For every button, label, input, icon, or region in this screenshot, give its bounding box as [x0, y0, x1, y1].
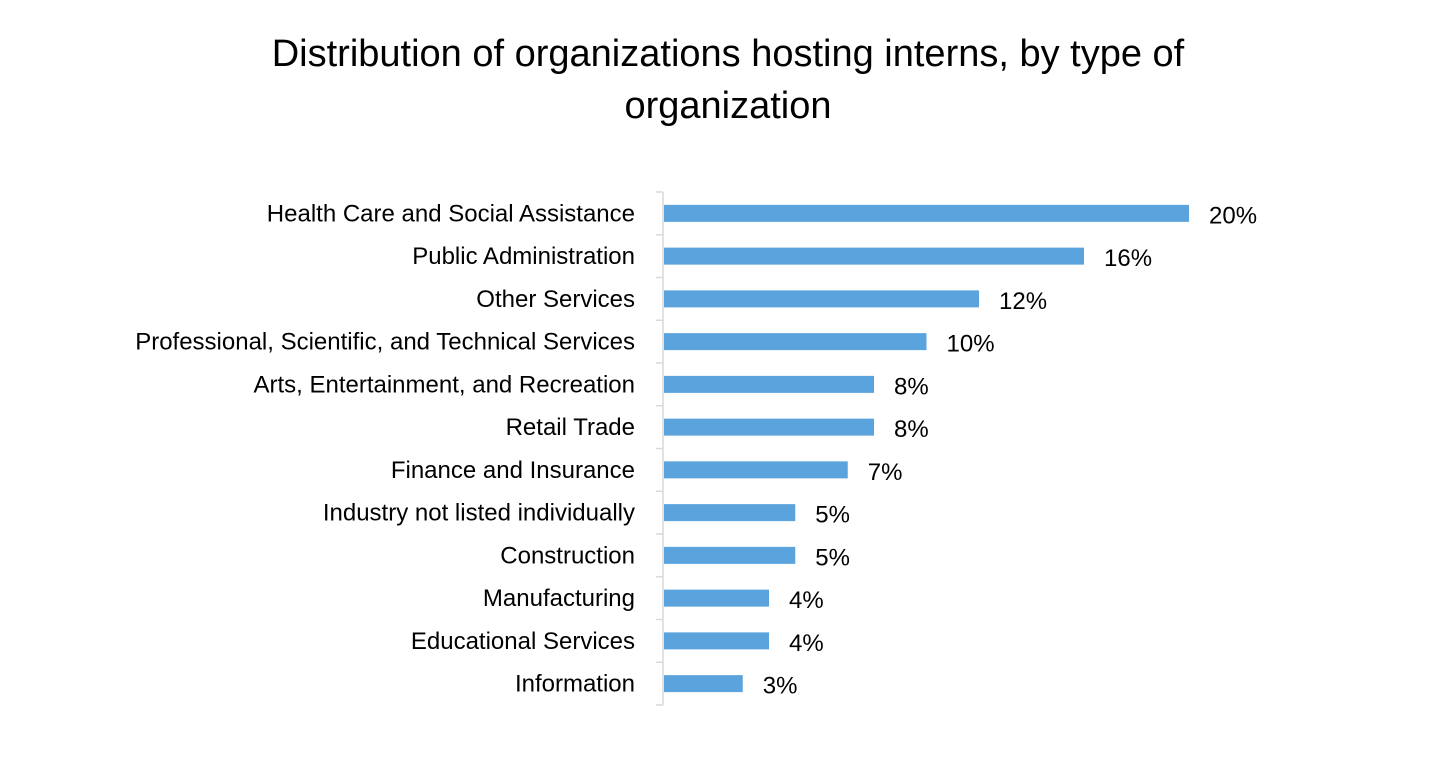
category-label: Retail Trade — [506, 414, 635, 441]
category-label: Public Administration — [412, 243, 635, 270]
bar-5 — [664, 375, 874, 393]
data-label: 10% — [947, 331, 995, 358]
bar-2 — [664, 247, 1084, 265]
category-label: Industry not listed individually — [323, 500, 635, 527]
category-label: Manufacturing — [483, 585, 635, 612]
bar-6 — [664, 418, 874, 436]
bar-7 — [664, 461, 848, 479]
data-label: 16% — [1104, 245, 1152, 272]
bar-4 — [664, 333, 927, 351]
data-label: 4% — [789, 630, 824, 657]
data-label: 7% — [868, 459, 903, 486]
bar-9 — [664, 546, 796, 564]
data-label: 4% — [789, 587, 824, 614]
data-labels: 20% 16% 12%10% 8% 8% 7% 5% 5% 4% 4% 3% — [763, 202, 1257, 699]
bar-3 — [664, 290, 979, 308]
data-label: 3% — [763, 673, 798, 700]
category-label: Arts, Entertainment, and Recreation — [253, 371, 635, 398]
bars — [664, 204, 1189, 693]
data-label: 5% — [815, 544, 850, 571]
axis-ticks — [656, 191, 663, 706]
bar-1 — [664, 204, 1189, 222]
data-label: 20% — [1209, 202, 1257, 229]
category-label: Health Care and Social Assistance — [267, 200, 635, 227]
category-label: Construction — [500, 542, 635, 569]
bar-8 — [664, 504, 796, 522]
bar-11 — [664, 632, 769, 650]
chart-title: Distribution of organizations hosting in… — [271, 33, 1185, 127]
category-label: Educational Services — [411, 628, 635, 655]
data-label: 12% — [999, 288, 1047, 315]
data-label: 8% — [894, 416, 929, 443]
bar-12 — [664, 675, 743, 693]
data-label: 8% — [894, 373, 929, 400]
category-label: Professional, Scientific, and Technical … — [135, 329, 635, 356]
category-labels: Health Care and Social Assistance Public … — [135, 200, 635, 697]
data-label: 5% — [815, 502, 850, 529]
category-label: Other Services — [476, 286, 635, 313]
category-label: Finance and Insurance — [391, 457, 635, 484]
bar-10 — [664, 589, 769, 607]
category-label: Information — [515, 671, 635, 698]
